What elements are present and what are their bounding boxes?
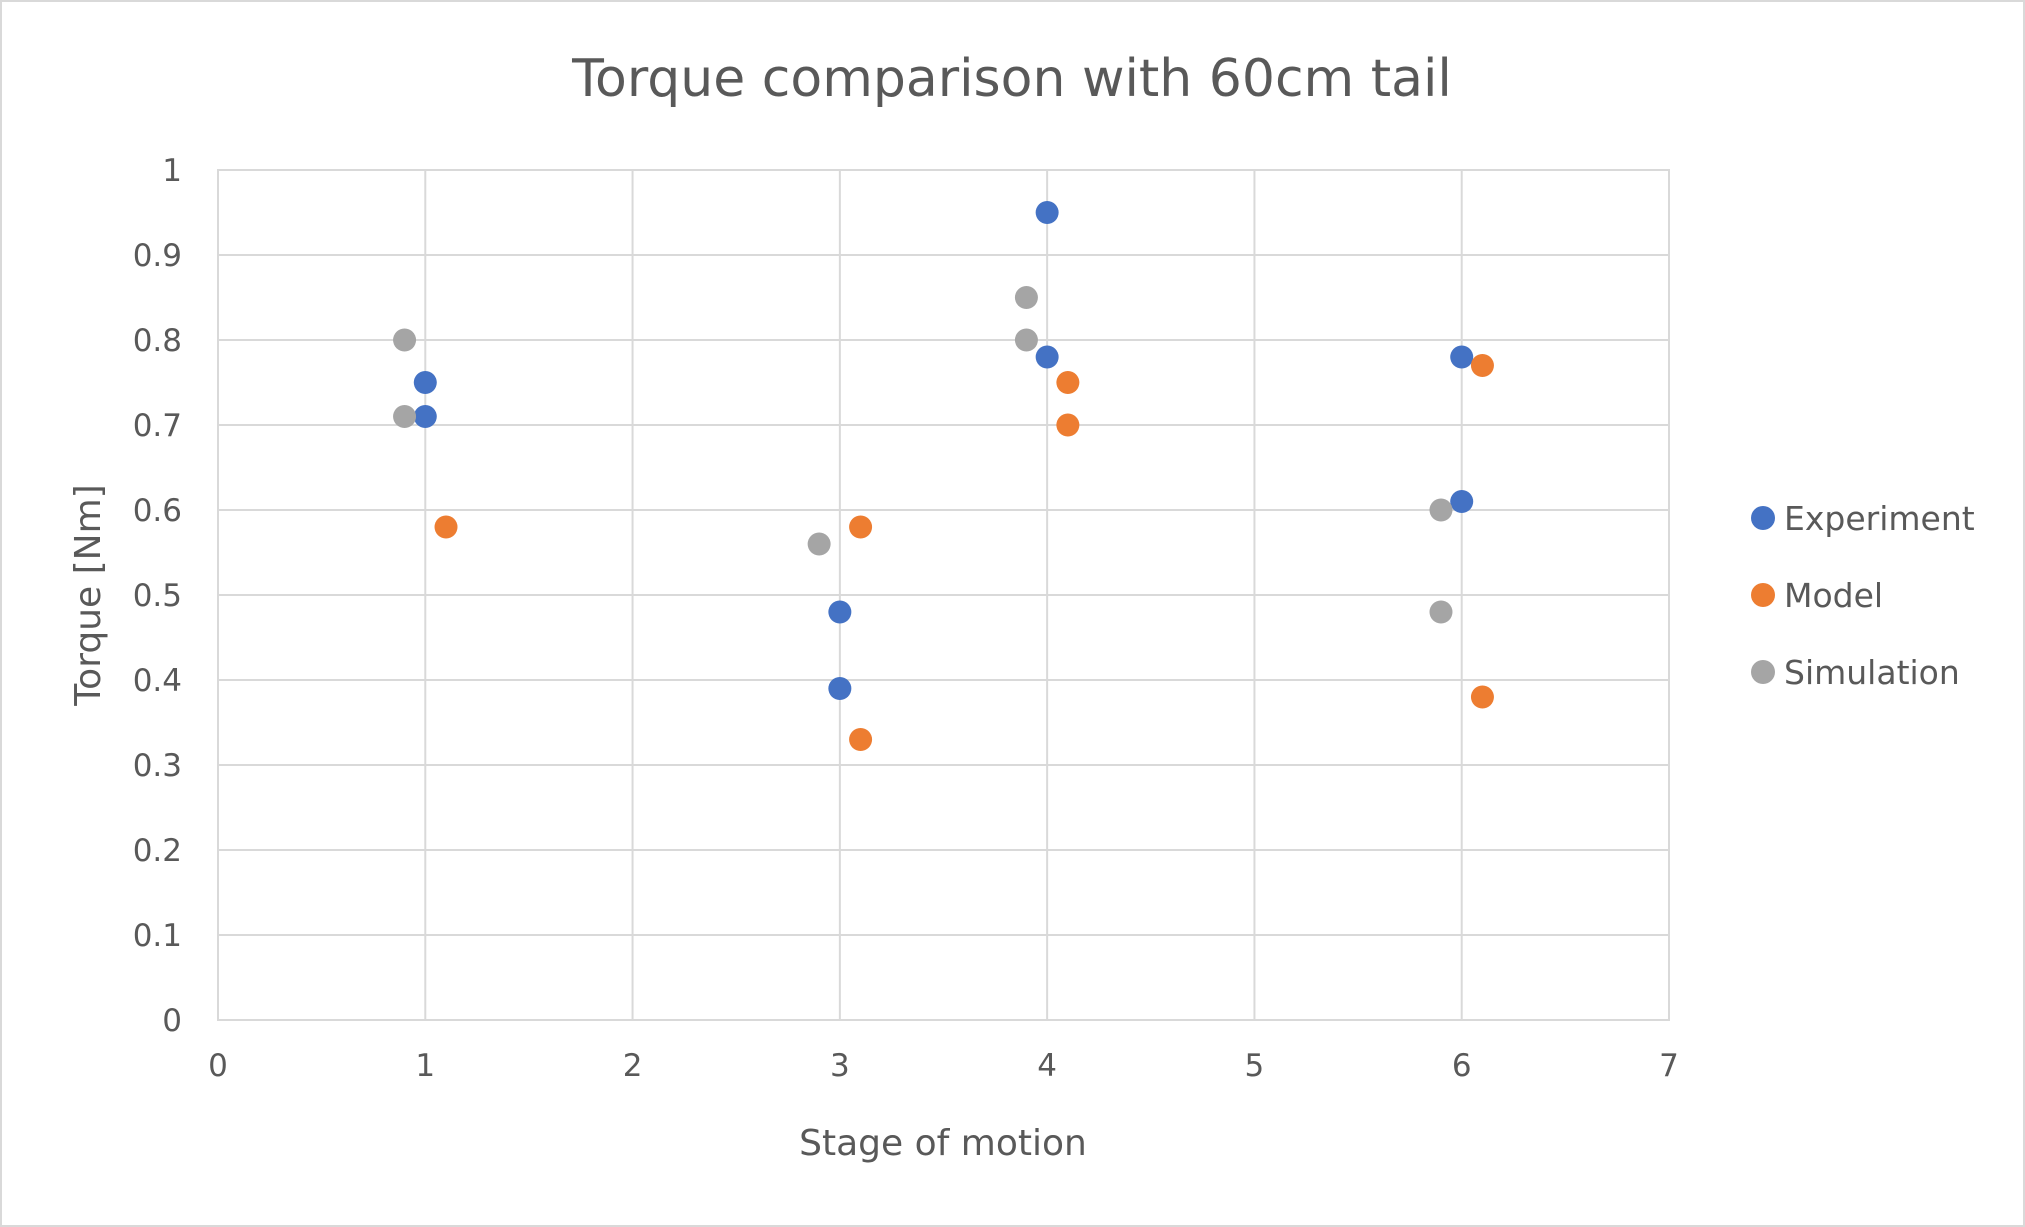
y-tick-label: 0 <box>162 1003 182 1039</box>
data-point <box>807 532 831 556</box>
x-tick-label: 2 <box>623 1048 643 1084</box>
y-tick-label: 0.8 <box>133 323 182 359</box>
legend-label: Simulation <box>1784 653 1960 692</box>
y-axis-label: Torque [Nm] <box>68 484 109 706</box>
data-point <box>828 600 852 624</box>
y-axis-ticks: 0 0.1 0.2 0.3 0.4 0.5 0.6 0.7 0.8 0.9 1 <box>133 153 182 1039</box>
data-point <box>1056 413 1080 437</box>
legend-label: Experiment <box>1784 499 1975 538</box>
legend-marker <box>1751 506 1775 530</box>
y-tick-label: 0.5 <box>133 578 182 614</box>
y-tick-label: 0.4 <box>133 663 182 699</box>
data-point <box>413 371 437 394</box>
data-point <box>1035 345 1059 369</box>
data-points <box>393 201 1494 751</box>
series-model <box>434 354 1494 751</box>
y-tick-label: 0.7 <box>133 408 182 444</box>
x-tick-label: 0 <box>208 1048 228 1084</box>
y-tick-label: 0.2 <box>133 833 182 869</box>
data-point <box>1056 371 1080 394</box>
data-point <box>393 328 417 352</box>
legend-marker <box>1751 583 1775 607</box>
x-axis-label: Stage of motion <box>799 1123 1087 1164</box>
data-point <box>434 515 458 539</box>
legend-label: Model <box>1784 576 1883 615</box>
data-point <box>1450 490 1474 513</box>
data-point <box>1014 328 1038 352</box>
y-tick-label: 0.6 <box>133 493 182 529</box>
data-point <box>849 515 873 539</box>
data-point <box>1035 201 1059 224</box>
chart-title: Torque comparison with 60cm tail <box>571 49 1452 109</box>
legend-item: Experiment <box>1751 499 1975 538</box>
data-point <box>393 405 417 428</box>
data-point <box>828 677 852 700</box>
legend-item: Simulation <box>1751 653 1960 692</box>
y-tick-label: 0.9 <box>133 238 182 274</box>
plot-area-border <box>217 169 1670 1021</box>
gridlines <box>217 169 1670 1021</box>
data-point <box>413 405 437 428</box>
data-point <box>1470 685 1494 709</box>
x-tick-label: 7 <box>1659 1048 1679 1084</box>
y-tick-label: 0.3 <box>133 748 182 784</box>
legend: Experiment Model Simulation <box>1751 499 1975 692</box>
x-tick-label: 4 <box>1037 1048 1057 1084</box>
series-simulation <box>393 286 1453 624</box>
legend-item: Model <box>1751 576 1883 615</box>
y-tick-label: 0.1 <box>133 918 182 954</box>
x-tick-label: 1 <box>415 1048 435 1084</box>
x-tick-label: 3 <box>830 1048 850 1084</box>
data-point <box>1429 498 1453 522</box>
data-point <box>1014 286 1038 309</box>
data-point <box>1470 354 1494 377</box>
data-point <box>1450 345 1474 369</box>
legend-marker <box>1751 660 1775 684</box>
y-tick-label: 1 <box>162 153 182 189</box>
series-experiment <box>413 201 1474 700</box>
x-tick-label: 5 <box>1245 1048 1265 1084</box>
data-point <box>849 728 873 751</box>
x-tick-label: 6 <box>1452 1048 1472 1084</box>
data-point <box>1429 600 1453 624</box>
x-axis-ticks: 0 1 2 3 4 5 6 7 <box>208 1048 1679 1084</box>
